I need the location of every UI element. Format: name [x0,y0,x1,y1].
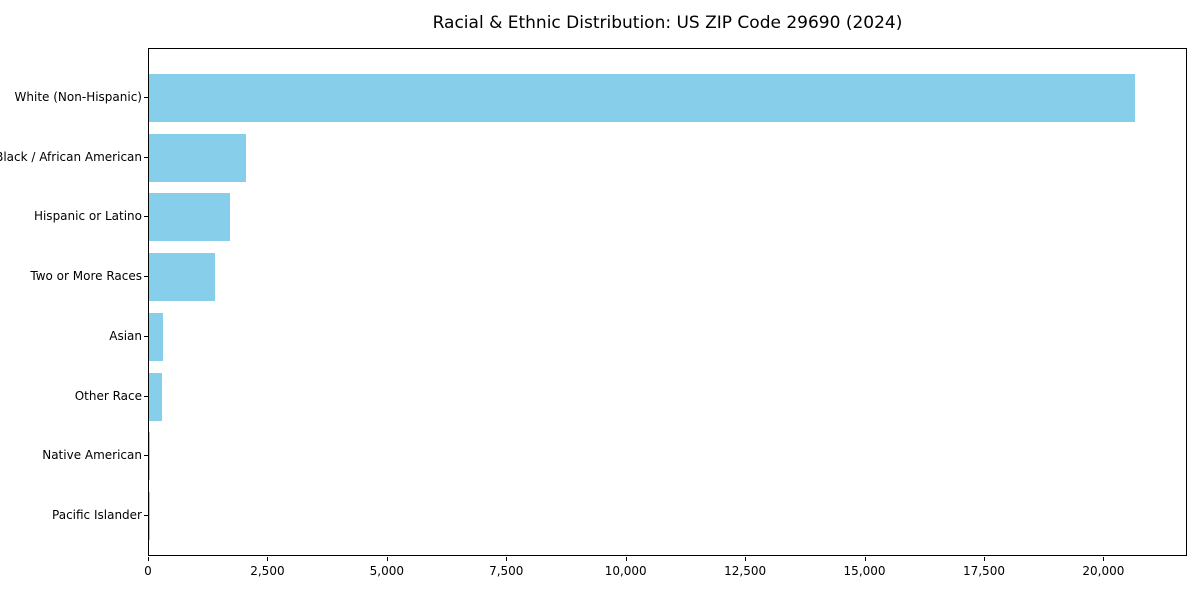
x-tick-label: 5,000 [369,564,405,578]
x-tick-mark [386,557,388,561]
x-tick-label: 20,000 [1082,564,1125,578]
y-axis-label: Pacific Islander [52,507,142,522]
bar-native-american [149,432,151,481]
x-tick-label: 17,500 [962,564,1005,578]
y-tick-mark [144,514,148,516]
y-tick-mark [144,276,148,278]
plot-area [148,48,1187,556]
x-tick-mark [745,557,747,561]
y-tick-mark [144,395,148,397]
y-axis-label: Hispanic or Latino [33,209,142,224]
x-tick-mark [625,557,627,561]
y-axis-label: Other Race [74,388,142,403]
bar-black-african-american [149,133,246,182]
y-axis-label: Asian [109,328,142,343]
x-tick-mark [267,557,269,561]
x-tick-label: 0 [144,564,152,578]
y-tick-mark [144,455,148,457]
bar-asian [149,312,163,361]
x-tick-label: 2,500 [250,564,285,578]
bar-two-or-more-races [149,253,215,302]
x-tick-label: 7,500 [489,564,524,578]
y-tick-mark [144,97,148,98]
chart-title: Racial & Ethnic Distribution: US ZIP Cod… [432,13,903,33]
y-axis-label: White (Non-Hispanic) [14,90,142,104]
x-tick-label: 15,000 [843,564,886,578]
x-tick-mark [864,557,866,561]
x-tick-label: 12,500 [724,564,767,578]
bar-white-non-hispanic [149,74,1136,122]
y-tick-mark [144,216,148,218]
x-tick-mark [506,557,508,561]
y-tick-mark [144,156,148,158]
y-axis-label: Black / African American [0,149,142,164]
x-tick-mark [1103,557,1105,561]
y-tick-mark [144,335,148,337]
x-tick-mark [983,557,985,561]
x-tick-label: 10,000 [604,564,647,578]
x-tick-mark [148,557,149,561]
bar-other-race [149,372,163,421]
y-axis-label: Two or More Races [30,269,142,284]
bar-hispanic-or-latino [149,193,230,242]
y-axis-label: Native American [42,448,142,463]
